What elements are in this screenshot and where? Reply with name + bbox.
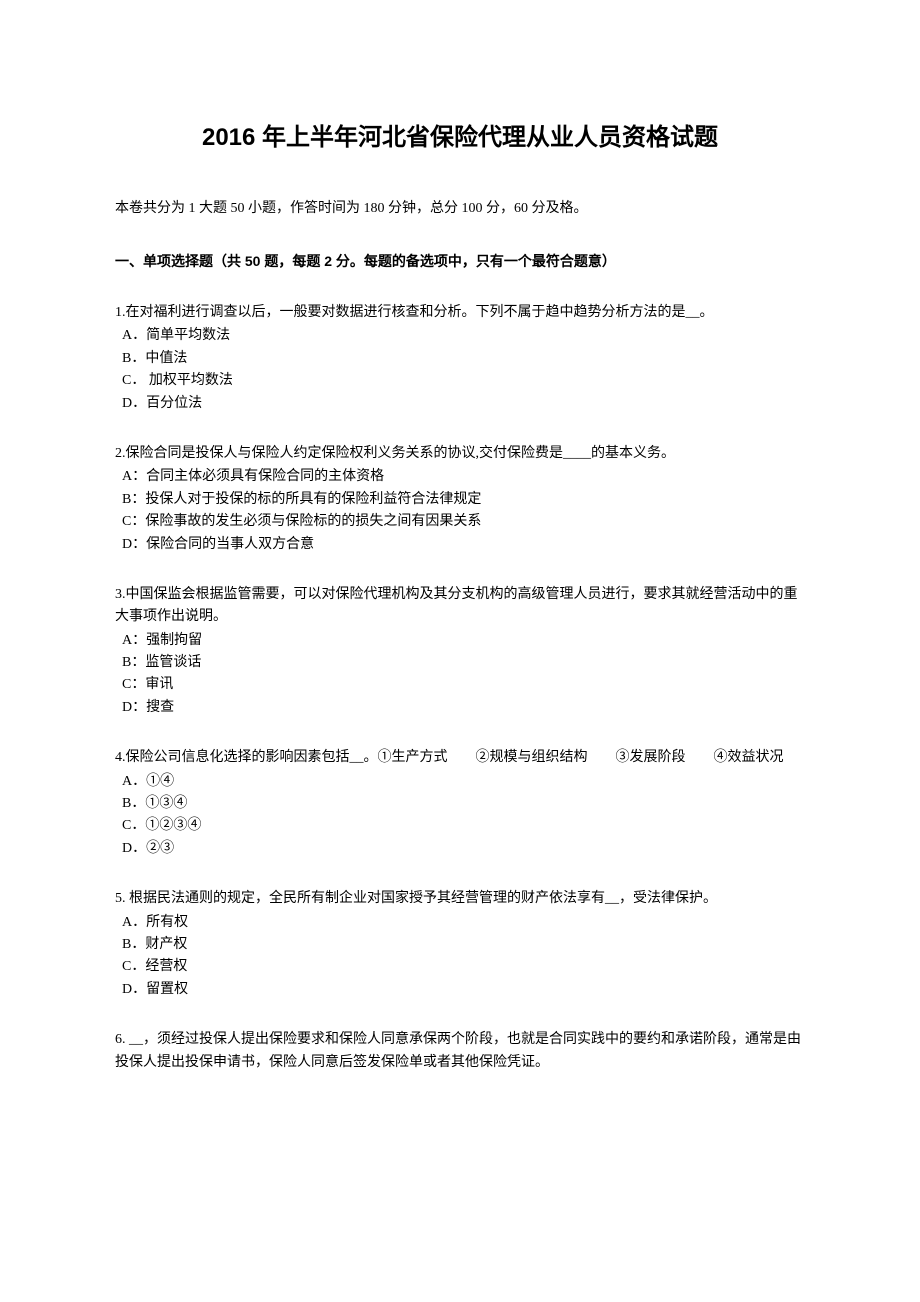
option-a: A．简单平均数法	[115, 325, 805, 347]
option-c: C：保险事故的发生必须与保险标的的损失之间有因果关系	[115, 511, 805, 533]
option-c: C．①②③④	[115, 815, 805, 837]
option-a: A：合同主体必须具有保险合同的主体资格	[115, 466, 805, 488]
option-b: B．①③④	[115, 793, 805, 815]
question-3: 3.中国保监会根据监管需要，可以对保险代理机构及其分支机构的高级管理人员进行，要…	[115, 584, 805, 719]
option-b: B．财产权	[115, 934, 805, 956]
option-b: B．中值法	[115, 348, 805, 370]
options-list: A．①④ B．①③④ C．①②③④ D．②③	[115, 771, 805, 861]
options-list: A：合同主体必须具有保险合同的主体资格 B：投保人对于投保的标的所具有的保险利益…	[115, 466, 805, 556]
option-d: D：保险合同的当事人双方合意	[115, 534, 805, 556]
section-header: 一、单项选择题（共 50 题，每题 2 分。每题的备选项中，只有一个最符合题意）	[115, 251, 805, 272]
question-text: 3.中国保监会根据监管需要，可以对保险代理机构及其分支机构的高级管理人员进行，要…	[115, 584, 805, 629]
option-c: C． 加权平均数法	[115, 370, 805, 392]
option-c: C：审讯	[115, 674, 805, 696]
question-5: 5. 根据民法通则的规定，全民所有制企业对国家授予其经营管理的财产依法享有__，…	[115, 888, 805, 1001]
exam-title: 2016 年上半年河北省保险代理从业人员资格试题	[115, 120, 805, 156]
question-text: 4.保险公司信息化选择的影响因素包括__。①生产方式 ②规模与组织结构 ③发展阶…	[115, 747, 805, 769]
question-text: 2.保险合同是投保人与保险人约定保险权利义务关系的协议,交付保险费是____的基…	[115, 443, 805, 465]
option-b: B：监管谈话	[115, 652, 805, 674]
question-2: 2.保险合同是投保人与保险人约定保险权利义务关系的协议,交付保险费是____的基…	[115, 443, 805, 556]
option-a: A．①④	[115, 771, 805, 793]
option-a: A．所有权	[115, 912, 805, 934]
option-b: B：投保人对于投保的标的所具有的保险利益符合法律规定	[115, 489, 805, 511]
option-c: C．经营权	[115, 956, 805, 978]
exam-intro: 本卷共分为 1 大题 50 小题，作答时间为 180 分钟，总分 100 分，6…	[115, 198, 805, 219]
option-d: D：搜查	[115, 697, 805, 719]
question-4: 4.保险公司信息化选择的影响因素包括__。①生产方式 ②规模与组织结构 ③发展阶…	[115, 747, 805, 860]
question-text: 5. 根据民法通则的规定，全民所有制企业对国家授予其经营管理的财产依法享有__，…	[115, 888, 805, 910]
option-d: D．②③	[115, 838, 805, 860]
question-1: 1.在对福利进行调查以后，一般要对数据进行核查和分析。下列不属于趋中趋势分析方法…	[115, 302, 805, 415]
option-a: A：强制拘留	[115, 630, 805, 652]
option-d: D．留置权	[115, 979, 805, 1001]
question-text: 6. __，须经过投保人提出保险要求和保险人同意承保两个阶段，也就是合同实践中的…	[115, 1029, 805, 1074]
options-list: A．所有权 B．财产权 C．经营权 D．留置权	[115, 912, 805, 1002]
question-6: 6. __，须经过投保人提出保险要求和保险人同意承保两个阶段，也就是合同实践中的…	[115, 1029, 805, 1074]
options-list: A：强制拘留 B：监管谈话 C：审讯 D：搜查	[115, 630, 805, 720]
option-d: D．百分位法	[115, 393, 805, 415]
options-list: A．简单平均数法 B．中值法 C． 加权平均数法 D．百分位法	[115, 325, 805, 415]
question-text: 1.在对福利进行调查以后，一般要对数据进行核查和分析。下列不属于趋中趋势分析方法…	[115, 302, 805, 324]
